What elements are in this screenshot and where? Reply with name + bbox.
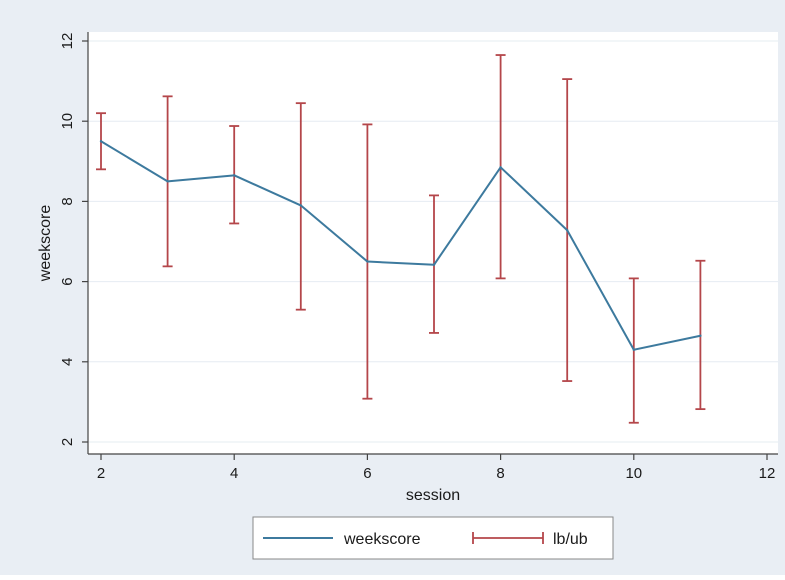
weekscore-point [632, 348, 635, 351]
y-tick-label: 4 [59, 358, 76, 366]
grid-layer [88, 40, 778, 443]
weekscore-point [432, 263, 436, 266]
legend-lbub-swatch [472, 532, 544, 544]
weekscore-point [99, 140, 103, 143]
x-tick-label: 4 [230, 465, 238, 482]
weekscore-line [100, 140, 701, 351]
legend: weekscore lb/ub [252, 516, 614, 560]
weekscore-point [566, 229, 569, 232]
y-tick-label: 10 [59, 113, 76, 130]
y-tick-label: 6 [59, 277, 76, 285]
weekscore-point [366, 260, 369, 263]
x-tick-label: 2 [97, 465, 105, 482]
x-axis-label: session [406, 487, 460, 504]
x-tick-label: 6 [363, 465, 371, 482]
weekscore-point [233, 174, 236, 177]
legend-weekscore-label: weekscore [343, 531, 421, 548]
weekscore-point [499, 166, 502, 169]
weekscore-point [166, 180, 169, 183]
y-tick-label: 2 [59, 438, 76, 446]
axes-layer [87, 32, 778, 455]
y-tick-label: 12 [59, 33, 76, 50]
y-axis-label: weekscore [37, 205, 54, 283]
y-tick-label: 8 [59, 197, 76, 205]
legend-lbub-label: lb/ub [553, 531, 588, 548]
plot-area [88, 32, 778, 454]
legend-box [252, 516, 614, 560]
line-layer [99, 140, 702, 351]
x-tick-label: 12 [759, 465, 776, 482]
weekscore-point [699, 334, 702, 337]
x-tick-label: 10 [625, 465, 642, 482]
ticks-layer: 2 4 6 8 10 12 2 4 6 8 10 12 [59, 33, 775, 482]
weekscore-point [299, 204, 302, 207]
x-tick-label: 8 [496, 465, 504, 482]
